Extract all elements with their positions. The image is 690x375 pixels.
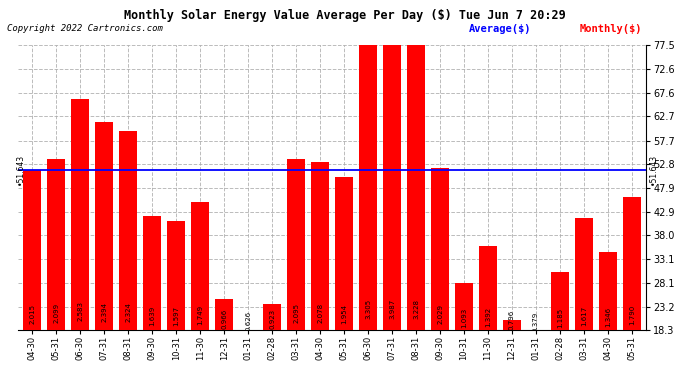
Text: Average($): Average($) [469,24,532,34]
Bar [551,272,569,330]
Bar [191,202,209,330]
Bar [503,320,521,330]
Text: 1.093: 1.093 [461,308,467,328]
Text: 0.379: 0.379 [533,312,539,332]
Text: •51.643: •51.643 [16,154,25,185]
Bar [479,246,497,330]
Text: 1.597: 1.597 [173,306,179,326]
Bar [95,122,113,330]
Text: Copyright 2022 Cartronics.com: Copyright 2022 Cartronics.com [7,24,163,33]
Bar [455,283,473,330]
Text: 1.346: 1.346 [605,307,611,327]
Bar [287,159,305,330]
Text: 0.626: 0.626 [245,310,251,331]
Text: 1.617: 1.617 [581,306,587,326]
Bar [599,252,617,330]
Bar [623,197,641,330]
Bar [144,216,161,330]
Bar [383,45,401,330]
Bar [335,177,353,330]
Text: 2.015: 2.015 [29,304,35,324]
Bar [71,99,89,330]
Text: 0.796: 0.796 [509,309,515,330]
Text: 0.966: 0.966 [221,309,227,329]
Bar [23,170,41,330]
Text: 2.029: 2.029 [437,304,443,324]
Bar [47,159,66,330]
Text: 3.987: 3.987 [389,298,395,319]
Text: Monthly($): Monthly($) [580,24,642,34]
Text: 2.583: 2.583 [77,301,83,321]
Text: 2.078: 2.078 [317,303,323,324]
Text: 1.392: 1.392 [485,307,491,327]
Text: 3.228: 3.228 [413,299,419,319]
Text: 2.095: 2.095 [293,303,299,323]
Text: Monthly Solar Energy Value Average Per Day ($) Tue Jun 7 20:29: Monthly Solar Energy Value Average Per D… [124,9,566,22]
Bar [311,162,329,330]
Bar [575,219,593,330]
Text: 1.639: 1.639 [149,305,155,326]
Bar [263,304,281,330]
Bar [527,330,545,371]
Text: 1.790: 1.790 [629,304,635,325]
Text: 1.749: 1.749 [197,305,203,325]
Text: 2.324: 2.324 [125,302,131,322]
Bar [407,45,425,330]
Bar [359,45,377,330]
Text: 1.185: 1.185 [557,308,563,328]
Text: 2.394: 2.394 [101,302,107,322]
Bar [215,299,233,330]
Text: 3.305: 3.305 [365,298,371,319]
Bar [239,330,257,341]
Text: 2.099: 2.099 [53,303,59,323]
Bar [167,221,185,330]
Text: 0.923: 0.923 [269,309,275,329]
Bar [119,131,137,330]
Text: 1.954: 1.954 [341,304,347,324]
Text: •51.643: •51.643 [649,154,658,185]
Bar [431,168,449,330]
